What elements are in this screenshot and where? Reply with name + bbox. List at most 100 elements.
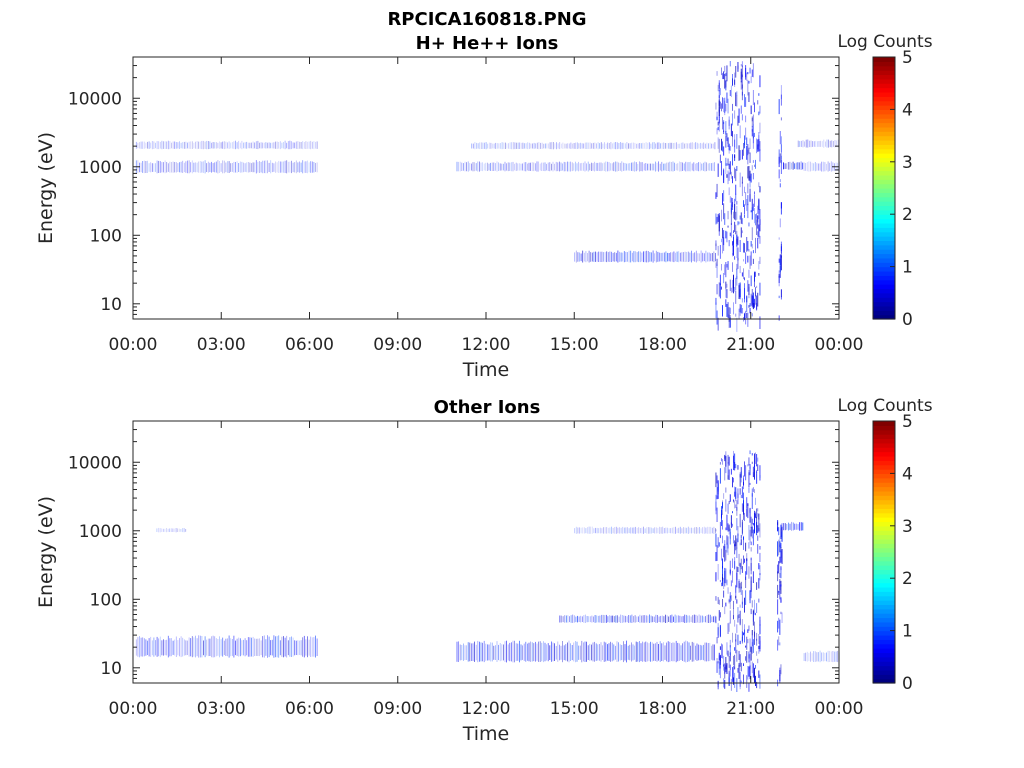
energy-band xyxy=(778,85,782,321)
data-streak xyxy=(737,526,739,536)
data-streak xyxy=(530,641,531,662)
data-streak xyxy=(741,176,743,184)
data-streak xyxy=(779,153,781,163)
data-streak xyxy=(469,163,471,171)
data-streak xyxy=(724,467,726,481)
data-streak xyxy=(235,162,236,173)
data-streak xyxy=(294,142,296,149)
data-streak xyxy=(778,539,780,556)
data-streak xyxy=(191,160,193,174)
data-streak xyxy=(485,643,487,661)
data-streak xyxy=(712,644,714,661)
data-streak xyxy=(639,528,641,534)
data-streak xyxy=(177,142,179,149)
data-streak xyxy=(756,681,758,689)
data-streak xyxy=(191,636,193,658)
data-streak xyxy=(639,641,640,663)
data-streak xyxy=(705,616,706,623)
colorbar-segment xyxy=(873,78,895,84)
data-streak xyxy=(546,143,548,149)
data-streak xyxy=(719,462,721,465)
data-streak xyxy=(649,527,651,534)
data-streak xyxy=(751,525,753,539)
data-streak xyxy=(235,140,236,150)
data-streak xyxy=(749,170,751,179)
data-streak xyxy=(736,276,738,286)
data-streak xyxy=(818,652,819,662)
data-streak xyxy=(733,477,734,483)
data-streak xyxy=(647,642,648,662)
data-streak xyxy=(717,121,719,126)
data-streak xyxy=(727,302,729,318)
data-streak xyxy=(778,561,780,574)
data-streak xyxy=(167,528,169,532)
colorbar-segment xyxy=(873,244,895,250)
data-streak xyxy=(651,527,652,534)
data-streak xyxy=(672,642,674,662)
colorbar-segment xyxy=(873,122,895,128)
data-streak xyxy=(741,308,743,314)
data-streak xyxy=(655,643,656,661)
data-streak xyxy=(180,636,182,658)
data-streak xyxy=(283,142,284,149)
data-streak xyxy=(736,205,738,220)
data-streak xyxy=(584,641,586,662)
data-streak xyxy=(565,162,567,172)
data-streak xyxy=(262,142,264,149)
data-streak xyxy=(826,163,827,171)
data-streak xyxy=(735,193,737,202)
colorbar-segment xyxy=(873,118,895,124)
data-streak xyxy=(735,66,737,78)
data-streak xyxy=(488,644,490,661)
colorbar-segment xyxy=(873,153,895,159)
data-streak xyxy=(135,141,137,149)
data-streak xyxy=(630,250,632,263)
data-streak xyxy=(693,642,695,662)
data-streak xyxy=(759,316,761,329)
data-streak xyxy=(495,163,496,171)
colorbar-segment xyxy=(873,109,895,115)
data-streak xyxy=(706,615,708,623)
energy-band xyxy=(471,142,716,150)
data-streak xyxy=(716,216,718,224)
data-streak xyxy=(725,549,727,561)
data-streak xyxy=(143,141,145,149)
data-streak xyxy=(169,161,171,173)
data-streak xyxy=(740,227,742,238)
data-streak xyxy=(255,141,257,149)
data-streak xyxy=(780,584,782,587)
data-streak xyxy=(740,71,742,80)
data-streak xyxy=(230,638,232,657)
colorbar-segment xyxy=(873,297,895,303)
data-streak xyxy=(811,162,813,171)
data-streak xyxy=(717,483,719,492)
data-streak xyxy=(759,75,761,88)
data-streak xyxy=(487,143,489,149)
data-streak xyxy=(735,277,737,291)
data-streak xyxy=(596,615,598,623)
data-streak xyxy=(759,465,761,481)
data-streak xyxy=(544,162,546,172)
data-streak xyxy=(726,283,728,288)
data-streak xyxy=(758,598,760,603)
data-streak xyxy=(635,641,637,662)
data-streak xyxy=(614,252,616,262)
data-streak xyxy=(718,119,720,132)
data-streak xyxy=(294,640,296,656)
data-streak xyxy=(736,91,738,96)
data-streak xyxy=(193,142,195,149)
data-streak xyxy=(675,252,676,262)
data-streak xyxy=(725,499,727,512)
data-streak xyxy=(475,163,477,171)
data-streak xyxy=(676,142,677,150)
data-streak xyxy=(739,488,741,495)
data-streak xyxy=(217,142,219,149)
data-streak xyxy=(745,590,747,605)
data-streak xyxy=(289,140,291,150)
data-streak xyxy=(759,616,761,626)
data-streak xyxy=(730,171,732,179)
data-streak xyxy=(559,142,561,150)
x-tick-label: 09:00 xyxy=(373,335,422,355)
data-streak xyxy=(559,644,560,661)
colorbar-segment xyxy=(873,521,895,527)
